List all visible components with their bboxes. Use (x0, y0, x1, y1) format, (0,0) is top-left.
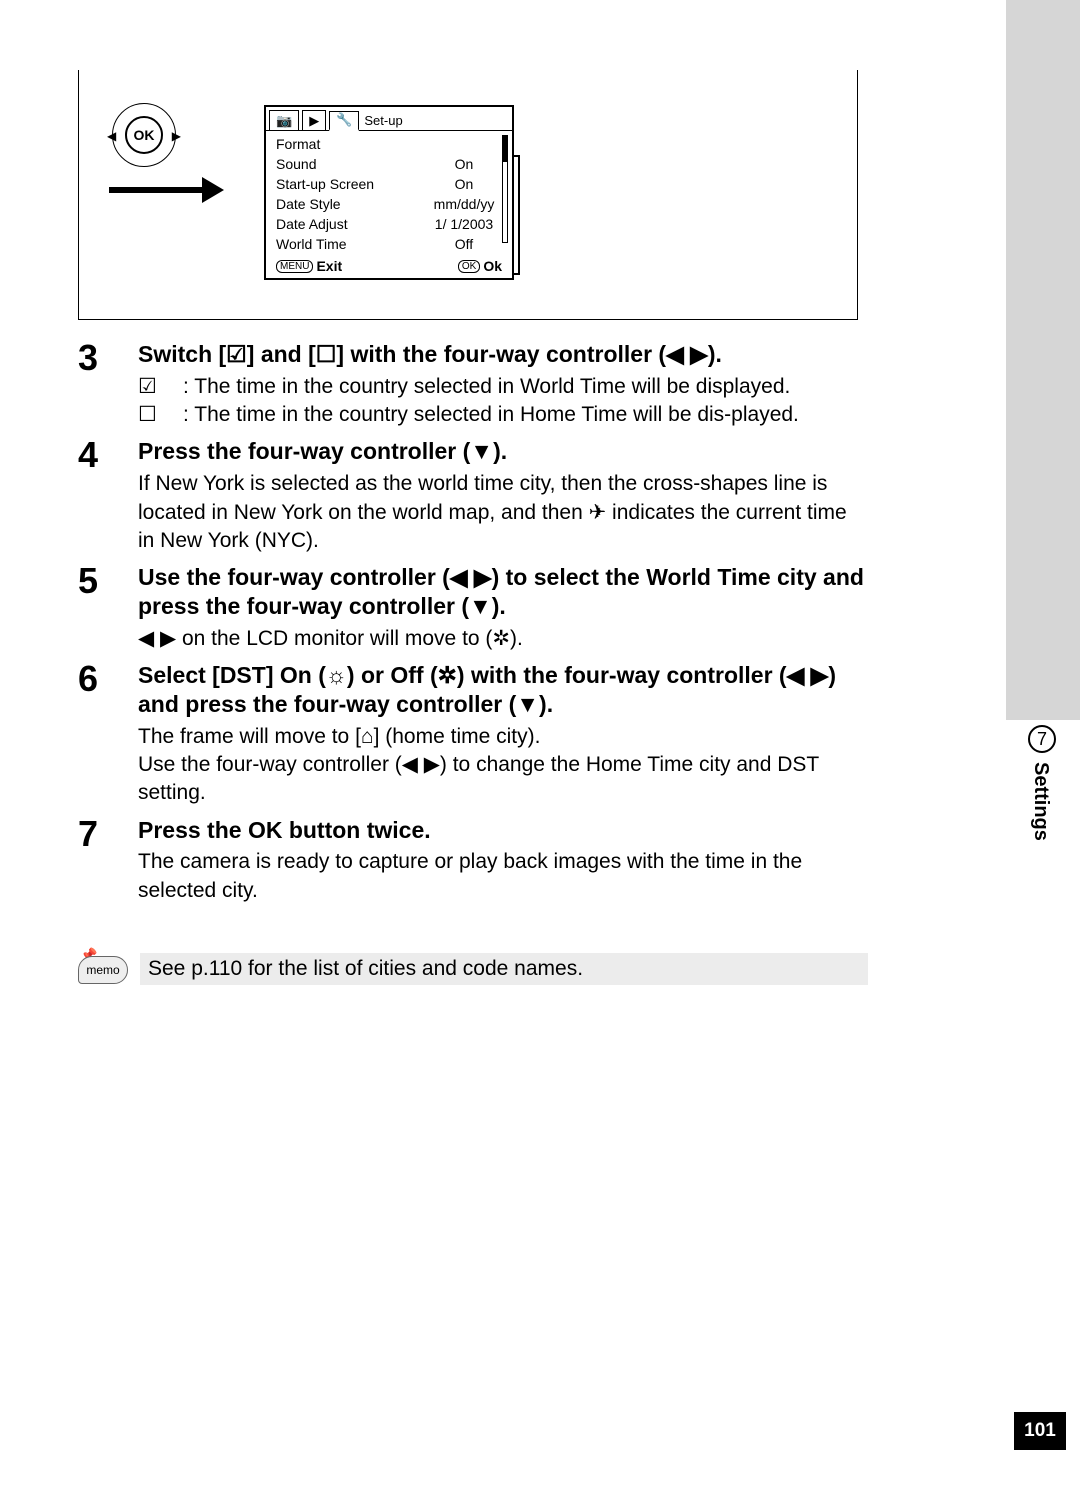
step-heading: Press the OK button twice. (138, 816, 868, 845)
chapter-number: 7 (1028, 725, 1056, 753)
ok-action-label: Ok (483, 258, 502, 274)
lcd-tabs: 📷 ▶ 🔧 Set-up (266, 107, 512, 131)
step-text: ◀ ▶ on the LCD monitor will move to (✲). (138, 625, 868, 653)
step-number: 4 (78, 437, 138, 555)
step-3: 3 Switch [☑] and [☐] with the four-way c… (78, 340, 868, 429)
step-5: 5 Use the four-way controller (◀ ▶) to s… (78, 563, 868, 653)
checked-box-icon: ☑ (138, 373, 183, 401)
lcd-screen: 📷 ▶ 🔧 Set-up Format SoundOn Start-up Scr… (264, 105, 514, 280)
ok-button-label: OK (458, 260, 480, 273)
step-number: 7 (78, 816, 138, 905)
steps-list: 3 Switch [☑] and [☐] with the four-way c… (78, 340, 868, 913)
ok-button-diagram: OK ◀ ▶ (109, 100, 179, 170)
step-number: 5 (78, 563, 138, 653)
step-4: 4 Press the four-way controller (▼). If … (78, 437, 868, 555)
right-arrow-icon: ▶ (172, 129, 181, 143)
section-label: Settings (1029, 762, 1052, 841)
lcd-body: Format SoundOn Start-up ScreenOn Date St… (266, 131, 512, 257)
step-heading: Select [DST] On (☼) or Off (✲) with the … (138, 661, 868, 719)
lcd-scrollbar (502, 135, 508, 243)
lcd-row: Date Stylemm/dd/yy (276, 194, 504, 214)
step-text: The camera is ready to capture or play b… (138, 848, 868, 905)
step-6: 6 Select [DST] On (☼) or Off (✲) with th… (78, 661, 868, 808)
play-tab-icon: ▶ (302, 110, 326, 130)
lcd-footer: MENU Exit OK Ok (266, 258, 512, 274)
figure-box: OK ◀ ▶ 📷 ▶ 🔧 Set-up Format SoundOn Start… (78, 70, 858, 320)
setup-tab-icon: 🔧 (329, 111, 359, 131)
exit-label: Exit (316, 258, 342, 274)
lcd-row: World TimeOff (276, 234, 504, 254)
step-text: : The time in the country selected in Wo… (183, 373, 790, 401)
step-number: 3 (78, 340, 138, 429)
lcd-row: Date Adjust1/ 1/2003 (276, 214, 504, 234)
lcd-row: Format (276, 134, 504, 154)
step-heading: Use the four-way controller (◀ ▶) to sel… (138, 563, 868, 621)
setup-tab-label: Set-up (362, 110, 408, 130)
step-text: The frame will move to [⌂] (home time ci… (138, 723, 868, 808)
lcd-row: SoundOn (276, 154, 504, 174)
step-7: 7 Press the OK button twice. The camera … (78, 816, 868, 905)
memo-icon: 📌 memo (78, 950, 130, 988)
side-tab-bar (1006, 0, 1080, 720)
step-number: 6 (78, 661, 138, 808)
step-text: If New York is selected as the world tim… (138, 470, 868, 555)
side-tab: 7 Settings 101 (1006, 0, 1080, 1486)
ok-label: OK (125, 116, 163, 154)
page-number: 101 (1014, 1412, 1066, 1450)
memo-text: See p.110 for the list of cities and cod… (140, 953, 868, 985)
unchecked-box-icon: ☐ (138, 401, 183, 429)
arrow-right-icon (109, 182, 229, 202)
left-arrow-icon: ◀ (107, 129, 116, 143)
menu-button-label: MENU (276, 260, 313, 273)
memo-note: 📌 memo See p.110 for the list of cities … (78, 950, 868, 988)
camera-tab-icon: 📷 (269, 110, 299, 130)
step-heading: Switch [☑] and [☐] with the four-way con… (138, 340, 868, 369)
step-text: : The time in the country selected in Ho… (183, 401, 799, 429)
lcd-row: Start-up ScreenOn (276, 174, 504, 194)
step-heading: Press the four-way controller (▼). (138, 437, 868, 466)
